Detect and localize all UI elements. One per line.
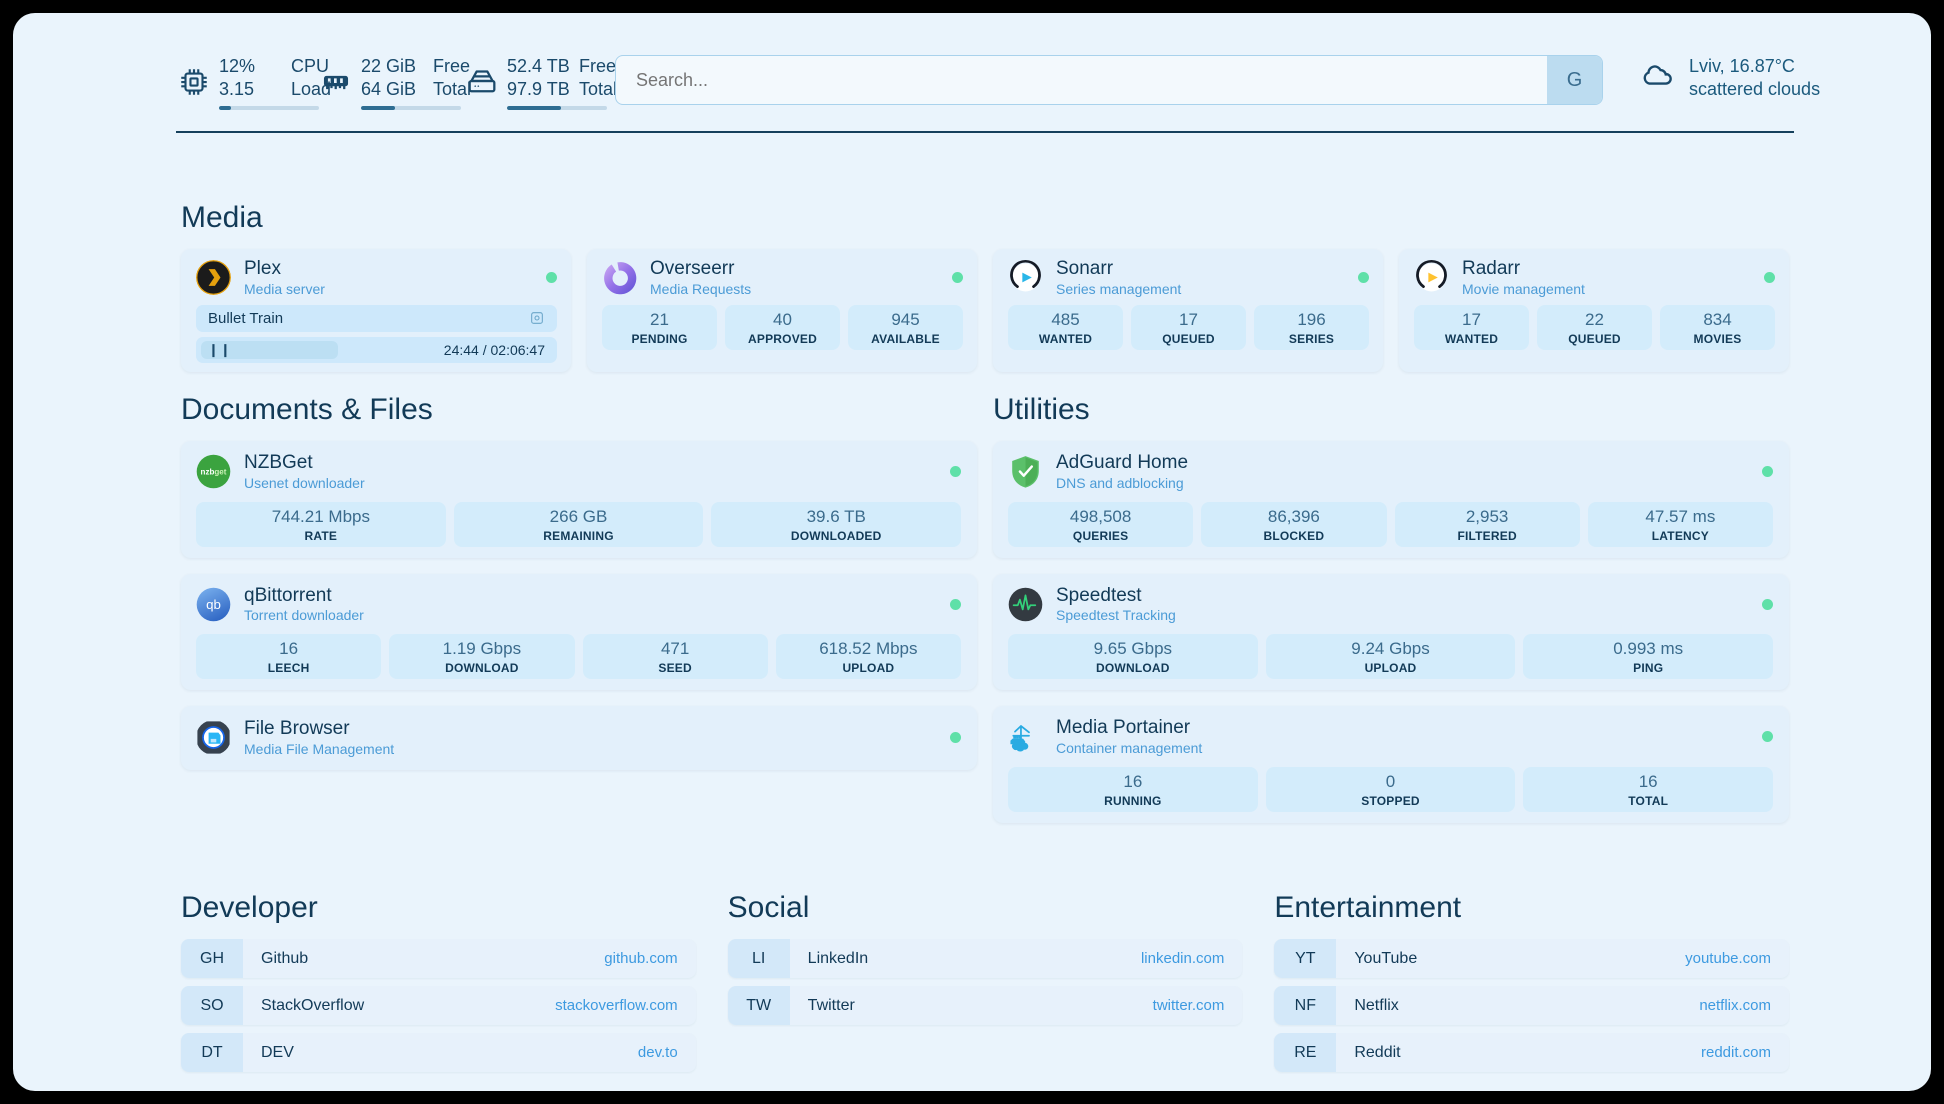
svg-text:qb: qb	[206, 597, 221, 612]
svg-text:nzbget: nzbget	[201, 468, 227, 477]
